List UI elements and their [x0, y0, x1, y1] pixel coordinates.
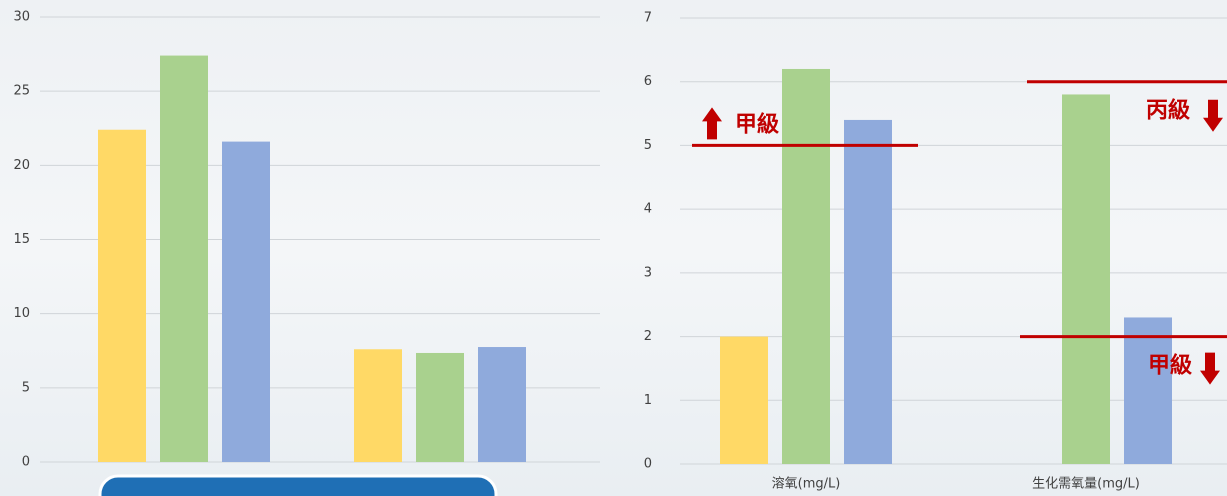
y-tick-label: 5	[22, 380, 30, 395]
bar	[844, 120, 892, 464]
y-tick-label: 4	[644, 202, 652, 217]
y-tick-label: 3	[644, 265, 652, 280]
x-tick-label: 溶氧(mg/L)	[772, 477, 841, 492]
y-tick-label: 0	[644, 457, 652, 472]
bar	[782, 69, 830, 464]
reference-label: 甲級	[1148, 353, 1192, 379]
y-tick-label: 1	[644, 393, 652, 408]
bar	[222, 142, 270, 462]
bar	[1124, 317, 1172, 464]
bar	[98, 130, 146, 462]
y-tick-label: 20	[13, 158, 30, 173]
bar	[354, 349, 402, 462]
bar	[1062, 94, 1110, 464]
y-tick-label: 5	[644, 138, 652, 153]
reference-label: 丙級	[1146, 98, 1190, 124]
y-tick-label: 7	[644, 11, 652, 26]
reference-label: 甲級	[735, 111, 779, 137]
y-tick-label: 6	[644, 74, 652, 89]
x-tick-label: 生化需氧量(mg/L)	[1032, 477, 1140, 492]
chart-page: 051015202530水溫(°C)ph值01234567溶氧(mg/L)生化需…	[0, 0, 1227, 496]
y-tick-label: 10	[13, 306, 30, 321]
y-tick-label: 25	[13, 84, 30, 99]
y-tick-label: 15	[13, 232, 30, 247]
y-tick-label: 0	[22, 455, 30, 470]
bar	[478, 347, 526, 462]
caption-box	[100, 476, 496, 496]
bar	[720, 337, 768, 464]
bar	[160, 56, 208, 462]
y-tick-label: 30	[13, 10, 30, 25]
y-tick-label: 2	[644, 329, 652, 344]
bar	[416, 353, 464, 462]
